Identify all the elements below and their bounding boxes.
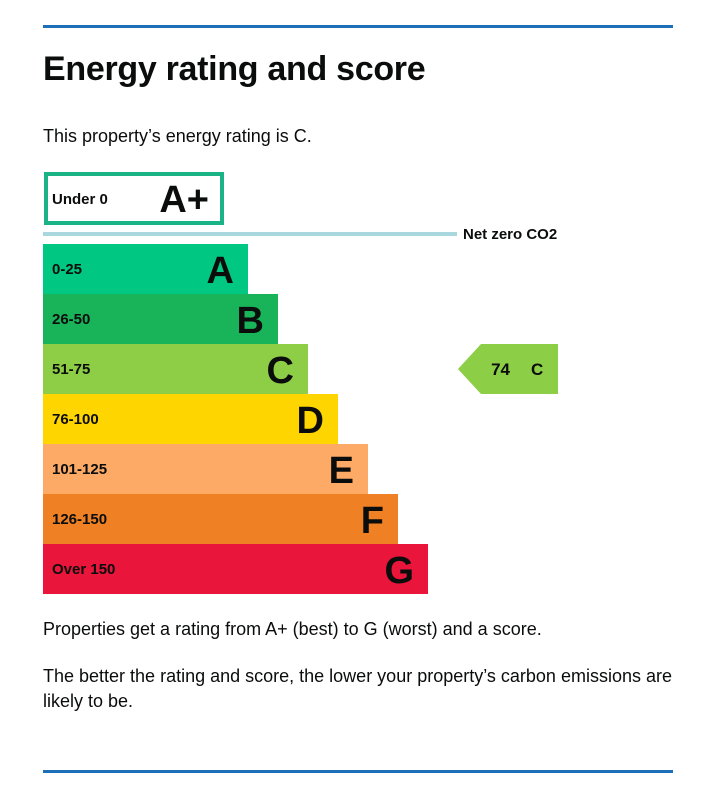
rating-explanation: Properties get a rating from A+ (best) t… — [43, 619, 542, 639]
emissions-explanation: The better the rating and score, the low… — [43, 666, 672, 711]
band-a-range: 0-25 — [52, 261, 82, 278]
band-a-letter: A — [207, 250, 234, 292]
current-rating-arrow — [458, 344, 558, 394]
band-a-plus-bar — [44, 172, 224, 225]
band-f-range: 126-150 — [52, 511, 107, 528]
current-rating-score: 74 — [491, 360, 510, 379]
current-rating-band: C — [531, 360, 543, 379]
energy-rating-chart: Under 0 A+ Net zero CO2 0-25 A 26-50 B 51-75 C 76… — [43, 172, 558, 594]
bottom-divider — [43, 770, 673, 773]
band-f-bar — [43, 494, 398, 544]
top-divider — [43, 25, 673, 28]
band-e-bar — [43, 444, 368, 494]
band-d-bar — [43, 394, 338, 444]
band-c-bar — [43, 344, 308, 394]
band-e-letter: E — [329, 450, 354, 492]
band-a-plus-letter: A+ — [159, 179, 209, 221]
net-zero-line — [43, 232, 457, 236]
band-a-bar — [43, 244, 248, 294]
band-g-bar — [43, 544, 428, 594]
band-b-range: 26-50 — [52, 311, 90, 328]
band-b-letter: B — [237, 300, 264, 342]
band-f-letter: F — [361, 500, 384, 542]
band-a-plus-range: Under 0 — [52, 191, 108, 208]
band-g-range: Over 150 — [52, 561, 115, 578]
page-title: Energy rating and score — [43, 50, 426, 88]
band-c-range: 51-75 — [52, 361, 90, 378]
band-g-letter: G — [384, 550, 414, 592]
net-zero-label: Net zero CO2 — [463, 226, 557, 243]
band-c-letter: C — [267, 350, 294, 392]
band-d-range: 76-100 — [52, 411, 99, 428]
band-b-bar — [43, 294, 278, 344]
energy-rating-summary: This property’s energy rating is C. — [43, 126, 312, 146]
band-d-letter: D — [297, 400, 324, 442]
band-e-range: 101-125 — [52, 461, 107, 478]
